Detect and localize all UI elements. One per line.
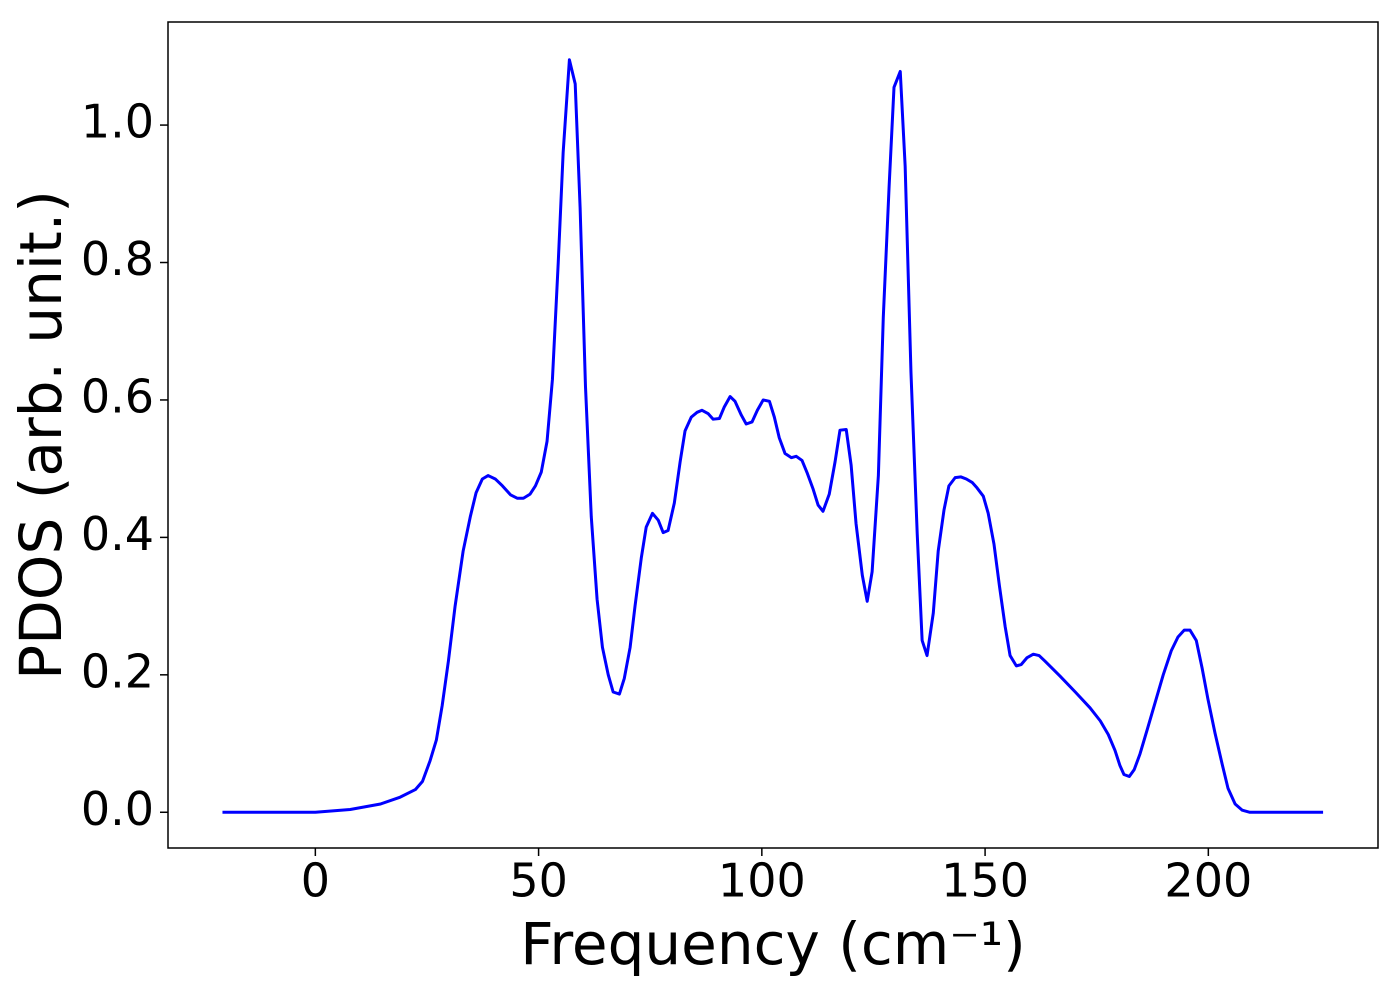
y-tick-label: 0.6 xyxy=(81,369,154,423)
x-axis-label: Frequency (cm⁻¹) xyxy=(520,910,1026,978)
x-tick-label: 0 xyxy=(301,854,330,908)
x-tick-label: 150 xyxy=(941,854,1029,908)
x-tick-label: 200 xyxy=(1164,854,1252,908)
data-line xyxy=(222,58,1324,814)
y-tick-label: 1.0 xyxy=(81,95,154,149)
y-tick-label: 0.2 xyxy=(81,644,154,698)
x-tick-label: 50 xyxy=(509,854,568,908)
y-axis-label: PDOS (arb. unit.) xyxy=(7,190,75,680)
y-tick-label: 0.4 xyxy=(81,507,154,561)
y-tick-label: 0.8 xyxy=(81,232,154,286)
plot-frame xyxy=(167,21,1379,849)
x-tick-label: 100 xyxy=(718,854,806,908)
y-tick-label: 0.0 xyxy=(81,782,154,836)
